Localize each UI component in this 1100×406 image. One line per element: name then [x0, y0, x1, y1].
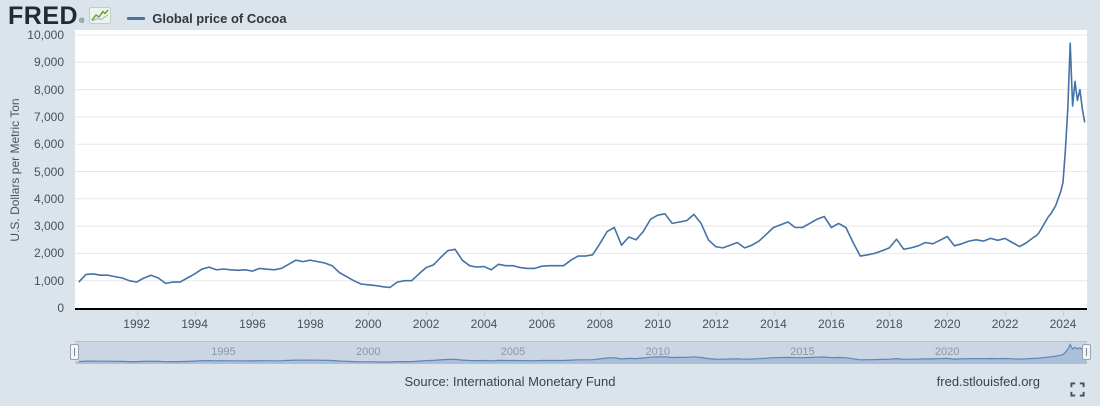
x-tick-mark: [947, 311, 949, 316]
y-tick-label: 3,000: [33, 219, 64, 234]
fred-site-link[interactable]: fred.stlouisfed.org: [936, 374, 1040, 389]
x-tick-mark: [252, 311, 254, 316]
x-tick-mark: [1062, 311, 1064, 316]
navigator-mini-chart: [75, 343, 1087, 364]
x-tick-label: 2020: [933, 317, 961, 331]
x-tick-mark: [599, 311, 601, 316]
navigator-year-label: 2020: [934, 346, 960, 358]
fullscreen-icon[interactable]: [1070, 382, 1085, 397]
x-axis-line: [75, 308, 1087, 310]
x-tick-label: 2024: [1049, 317, 1077, 331]
y-tick-label: 6,000: [33, 137, 64, 152]
x-tick-label: 2018: [875, 317, 903, 331]
x-tick-mark: [136, 311, 138, 316]
legend-line-swatch: [127, 16, 146, 20]
fred-logo[interactable]: FRED ®: [8, 3, 127, 29]
legend-item[interactable]: Global price of Cocoa: [127, 10, 287, 26]
sparkline-icon: [89, 7, 112, 24]
x-tick-label: 2016: [818, 317, 845, 331]
y-tick-label: 1,000: [33, 273, 64, 288]
handle-grip: [1086, 348, 1087, 356]
x-tick-label: 2008: [586, 317, 614, 331]
x-tick-label: 2010: [644, 317, 672, 331]
navigator-area: [75, 344, 1087, 364]
y-tick-label: 9,000: [33, 55, 64, 70]
x-tick-label: 2006: [528, 317, 556, 331]
x-tick-label: 2012: [702, 317, 729, 331]
x-tick-mark: [368, 311, 370, 316]
navigator-year-label: 2000: [355, 346, 381, 358]
price-line-chart[interactable]: [75, 30, 1087, 310]
x-tick-mark: [194, 311, 196, 316]
x-tick-label: 2014: [760, 317, 787, 331]
y-tick-label: 0: [57, 301, 64, 315]
y-tick-label: 5,000: [33, 164, 64, 179]
y-tick-label: 2,000: [33, 246, 64, 261]
plot-area[interactable]: [75, 30, 1087, 310]
range-selector-navigator[interactable]: 1995 2000 2005 2010 2015 2020: [75, 341, 1087, 364]
x-tick-mark: [715, 311, 717, 316]
x-tick-mark: [310, 311, 312, 316]
x-tick-mark: [657, 311, 659, 316]
x-tick-mark: [484, 311, 486, 316]
registered-trademark: ®: [79, 18, 85, 25]
navigator-year-label: 2015: [790, 346, 815, 358]
x-tick-label: 1992: [123, 317, 151, 331]
x-tick-label: 2004: [470, 317, 498, 331]
source-note: Source: International Monetary Fund: [404, 374, 616, 389]
y-axis-title: U.S. Dollars per Metric Ton: [8, 98, 22, 242]
x-tick-mark: [426, 311, 428, 316]
legend-label: Global price of Cocoa: [152, 10, 287, 26]
cocoa-price-line: [78, 42, 1086, 289]
navigator-right-handle[interactable]: [1082, 344, 1091, 360]
y-tick-label: 7,000: [33, 109, 64, 124]
x-tick-label: 1996: [239, 317, 266, 331]
y-tick-label: 4,000: [33, 191, 64, 206]
x-tick-label: 1994: [181, 317, 208, 331]
y-tick-label: 10,000: [27, 28, 64, 42]
x-tick-label: 2002: [412, 317, 440, 331]
navigator-year-label: 2005: [500, 346, 526, 358]
x-tick-label: 2000: [354, 317, 382, 331]
fred-logo-text: FRED: [8, 2, 79, 30]
navigator-year-label: 2010: [645, 346, 670, 358]
navigator-left-handle[interactable]: [70, 344, 79, 360]
y-tick-label: 8,000: [33, 82, 64, 97]
handle-grip: [74, 348, 75, 356]
x-tick-mark: [541, 311, 543, 316]
x-tick-label: 2022: [991, 317, 1019, 331]
navigator-line: [78, 343, 1085, 363]
x-tick-mark: [773, 311, 775, 316]
x-tick-label: 1998: [296, 317, 324, 331]
x-tick-mark: [889, 311, 891, 316]
header: FRED ® Global price of Cocoa: [8, 2, 287, 30]
x-tick-mark: [1005, 311, 1007, 316]
navigator-year-label: 1995: [211, 346, 236, 358]
x-tick-mark: [831, 311, 833, 316]
